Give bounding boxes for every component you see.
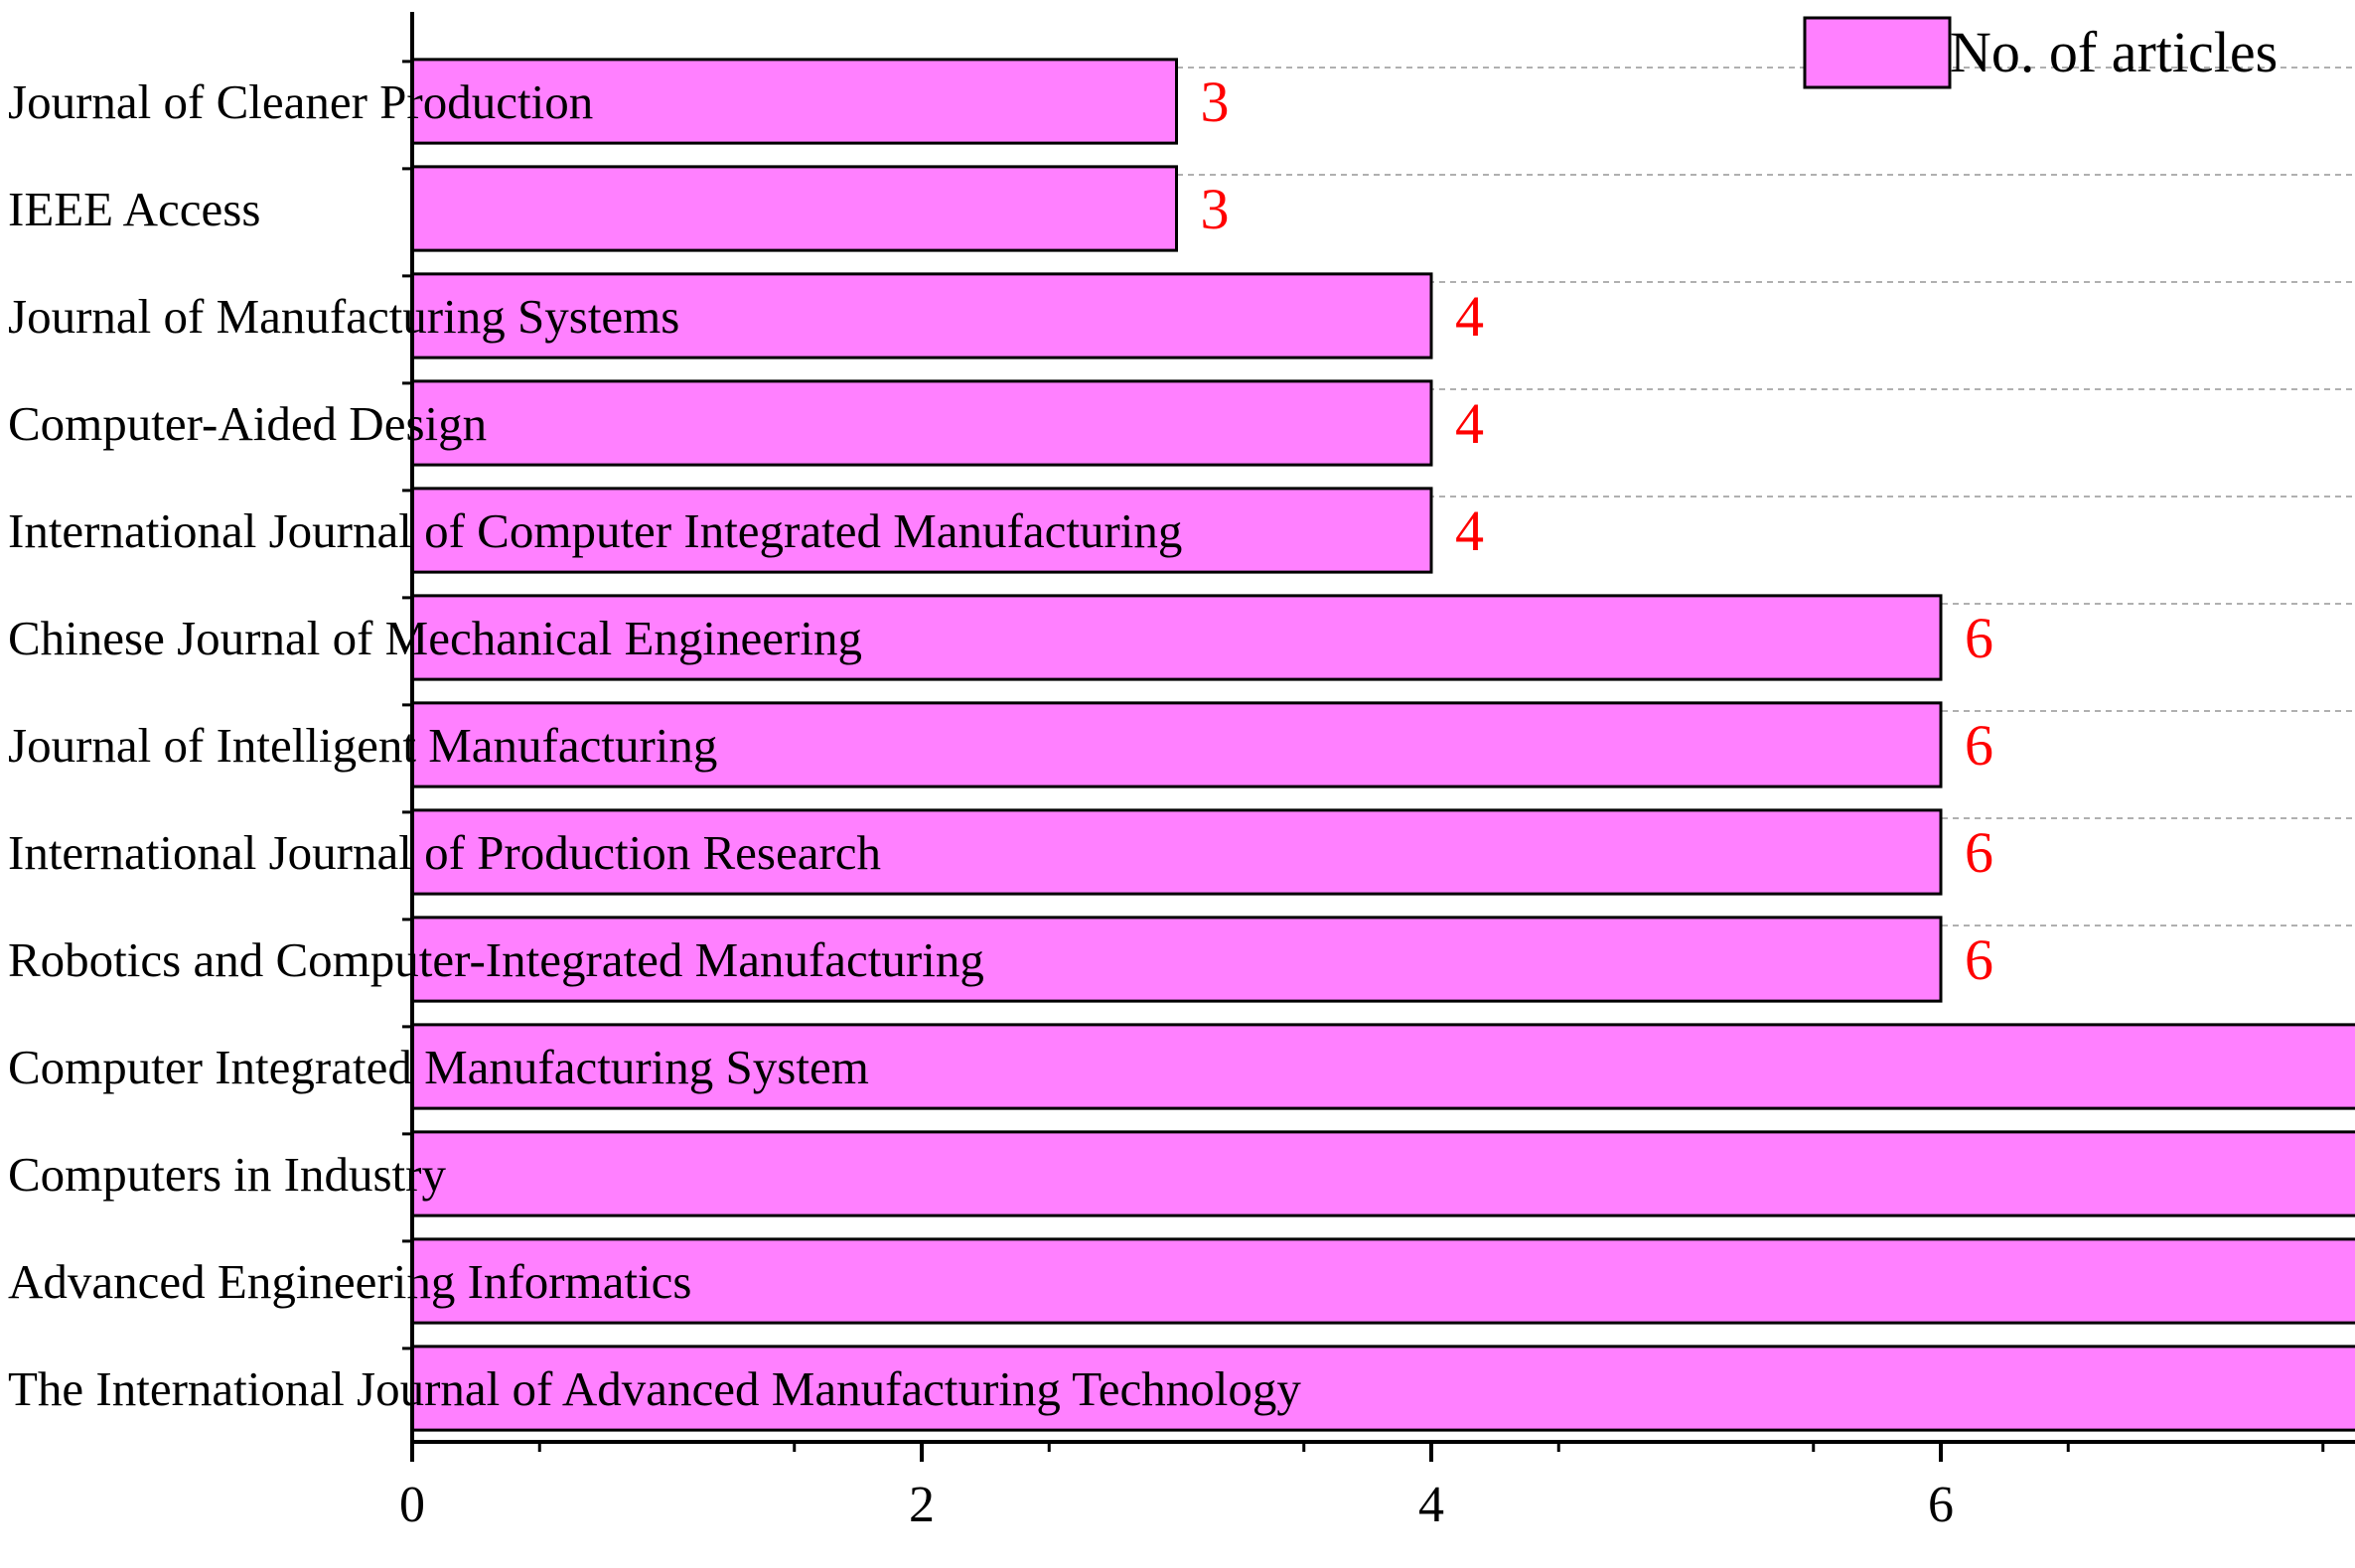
data-label: 4 [1455,284,1484,349]
labels-layer: Journal of Cleaner Production 3 IEEE Acces… [8,70,1993,1533]
category-label: Advanced Engineering Informatics [8,1254,691,1309]
data-label: 6 [1965,820,1993,885]
bar [410,916,1943,1003]
category-label: Journal of Manufacturing Systems [8,289,679,344]
bar [410,1345,2355,1432]
category-label: Computers in Industry [8,1147,446,1202]
x-tick-label: 0 [399,1477,425,1533]
data-label: 6 [1965,927,1993,992]
bar [410,1130,2355,1217]
bars-layer [410,58,2355,1432]
bar [410,165,1178,252]
data-label: 6 [1965,713,1993,778]
bar [410,1023,2355,1110]
category-label: The International Journal of Advanced Ma… [8,1361,1301,1416]
category-label: Journal of Intelligent Manufacturing [8,718,717,773]
category-label: Chinese Journal of Mechanical Engineerin… [8,611,862,665]
legend-swatch [1803,16,1952,89]
bar [410,58,1178,145]
category-label: IEEE Access [8,182,260,236]
x-tick-label: 6 [1928,1477,1954,1533]
data-label: 3 [1201,70,1230,134]
category-label: International Journal of Computer Integr… [8,503,1182,558]
bar [410,272,1433,359]
category-label: Journal of Cleaner Production [8,74,593,129]
category-label: Computer-Aided Design [8,396,487,451]
data-label: 4 [1455,391,1484,456]
legend-label: No. of articles [1950,20,2278,84]
bar [410,379,1433,467]
bar [410,1237,2355,1325]
category-label: International Journal of Production Rese… [8,825,881,880]
x-tick-label: 2 [909,1477,935,1533]
bar [410,487,1433,574]
data-label: 4 [1455,499,1484,563]
bar [410,808,1943,896]
category-label: Robotics and Computer-Integrated Manufac… [8,932,984,987]
data-label: 3 [1201,177,1230,241]
data-label: 6 [1965,606,1993,670]
axes-layer [402,12,2355,1462]
category-label: Computer Integrated Manufacturing System [8,1040,869,1094]
legend: No. of articles [1803,16,2278,89]
x-tick-label: 4 [1418,1477,1444,1533]
